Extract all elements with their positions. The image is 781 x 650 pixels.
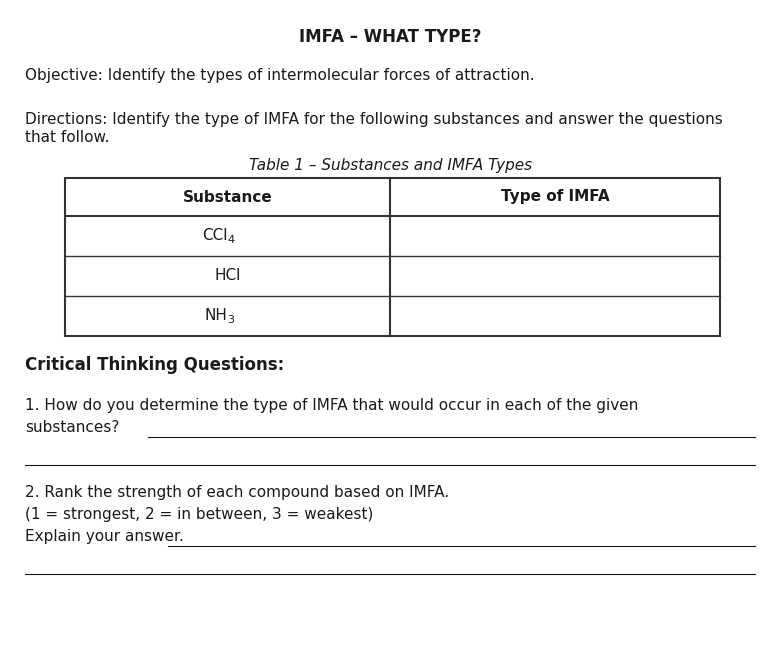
Text: Explain your answer.: Explain your answer.	[25, 529, 184, 544]
Text: NH: NH	[205, 309, 227, 324]
Text: that follow.: that follow.	[25, 130, 109, 145]
Text: Objective: Identify the types of intermolecular forces of attraction.: Objective: Identify the types of intermo…	[25, 68, 535, 83]
Text: 1. How do you determine the type of IMFA that would occur in each of the given: 1. How do you determine the type of IMFA…	[25, 398, 638, 413]
Text: IMFA – WHAT TYPE?: IMFA – WHAT TYPE?	[299, 28, 482, 46]
Text: Directions: Identify the type of IMFA for the following substances and answer th: Directions: Identify the type of IMFA fo…	[25, 112, 722, 127]
Bar	[65, 178, 720, 336]
Text: CCl: CCl	[202, 229, 227, 244]
Text: Substance: Substance	[183, 190, 273, 205]
Text: substances?: substances?	[25, 420, 119, 435]
Text: 4: 4	[227, 235, 234, 245]
Text: 3: 3	[227, 315, 234, 325]
Text: 2. Rank the strength of each compound based on IMFA.: 2. Rank the strength of each compound ba…	[25, 485, 449, 500]
Text: (1 = strongest, 2 = in between, 3 = weakest): (1 = strongest, 2 = in between, 3 = weak…	[25, 507, 373, 522]
Text: HCl: HCl	[214, 268, 241, 283]
Text: Critical Thinking Questions:: Critical Thinking Questions:	[25, 356, 284, 374]
Text: Table 1 – Substances and IMFA Types: Table 1 – Substances and IMFA Types	[249, 158, 532, 173]
Text: Type of IMFA: Type of IMFA	[501, 190, 609, 205]
